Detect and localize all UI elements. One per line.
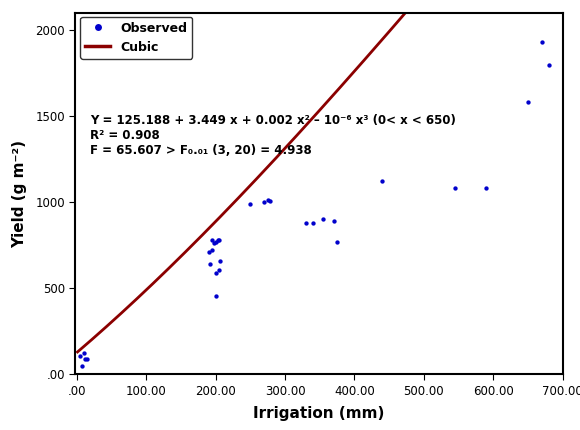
X-axis label: Irrigation (mm): Irrigation (mm) <box>253 406 385 421</box>
Point <box>211 292 220 299</box>
Point <box>544 61 553 68</box>
Point <box>318 216 328 223</box>
Point <box>215 267 224 273</box>
Point <box>216 257 225 264</box>
Point <box>75 353 85 359</box>
Legend: Observed, Cubic: Observed, Cubic <box>80 16 193 59</box>
Point <box>265 198 274 205</box>
Point <box>211 269 220 276</box>
Y-axis label: Yield (g m⁻²): Yield (g m⁻²) <box>12 139 27 248</box>
Point <box>211 238 220 245</box>
Point <box>209 240 218 247</box>
Point <box>259 199 269 206</box>
Point <box>451 185 460 192</box>
Point <box>78 363 87 370</box>
Point <box>246 200 255 207</box>
Point <box>204 249 213 255</box>
Point <box>523 99 532 106</box>
Point <box>308 219 317 226</box>
Point <box>82 356 92 363</box>
Point <box>213 237 222 243</box>
Point <box>378 178 387 185</box>
Point <box>208 237 217 243</box>
Point <box>301 219 310 226</box>
Point <box>263 197 272 204</box>
Point <box>215 237 224 243</box>
Point <box>537 39 546 46</box>
Point <box>329 218 338 224</box>
Point <box>208 247 217 254</box>
Point <box>481 185 491 192</box>
Text: Y = 125.188 + 3.449 x + 0.002 x² – 10⁻⁶ x³ (0< x < 650)
R² = 0.908
F = 65.607 > : Y = 125.188 + 3.449 x + 0.002 x² – 10⁻⁶ … <box>90 114 456 157</box>
Point <box>332 238 342 245</box>
Point <box>79 350 88 357</box>
Point <box>81 355 90 362</box>
Point <box>205 261 215 267</box>
